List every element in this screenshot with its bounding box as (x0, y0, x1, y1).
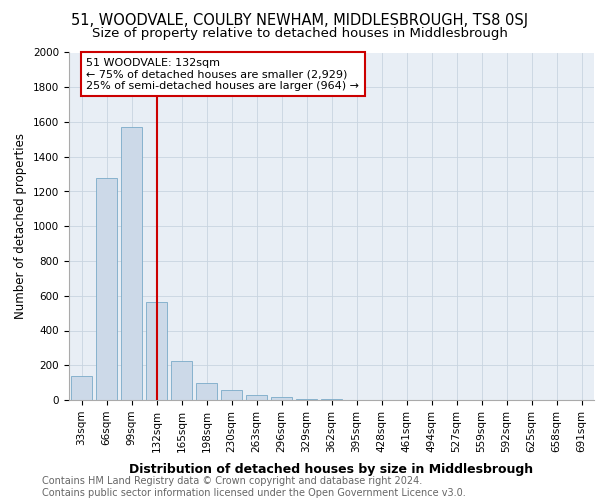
X-axis label: Distribution of detached houses by size in Middlesbrough: Distribution of detached houses by size … (130, 463, 533, 476)
Bar (246, 395, 267, 400)
Bar (71, 376, 92, 400)
Text: 51, WOODVALE, COULBY NEWHAM, MIDDLESBROUGH, TS8 0SJ: 51, WOODVALE, COULBY NEWHAM, MIDDLESBROU… (71, 12, 529, 28)
Text: Contains HM Land Registry data © Crown copyright and database right 2024.
Contai: Contains HM Land Registry data © Crown c… (42, 476, 466, 498)
Text: Size of property relative to detached houses in Middlesbrough: Size of property relative to detached ho… (92, 28, 508, 40)
Bar (96, 178, 117, 400)
Bar (121, 127, 142, 400)
Bar (271, 398, 292, 400)
Bar (171, 361, 192, 400)
Text: 51 WOODVALE: 132sqm
← 75% of detached houses are smaller (2,929)
25% of semi-det: 51 WOODVALE: 132sqm ← 75% of detached ho… (86, 58, 359, 91)
Bar (146, 302, 167, 400)
Bar (221, 390, 242, 400)
Bar (196, 382, 217, 400)
Y-axis label: Number of detached properties: Number of detached properties (14, 133, 28, 320)
Bar (296, 398, 317, 400)
